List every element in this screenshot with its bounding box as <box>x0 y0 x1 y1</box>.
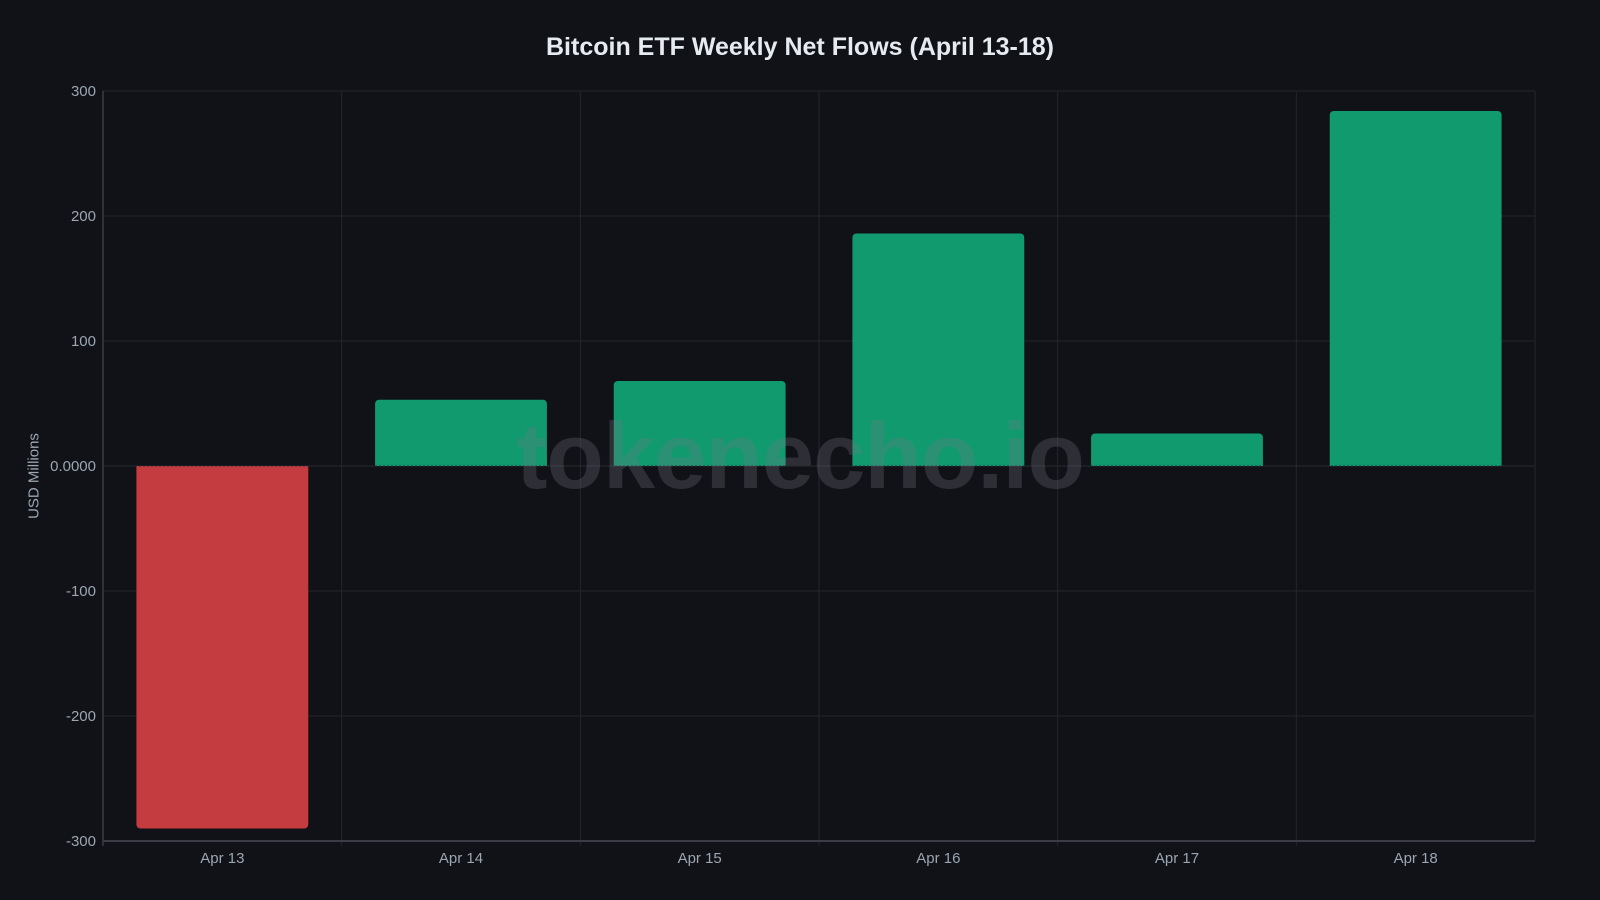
gridlines <box>103 90 1536 846</box>
chart-title: Bitcoin ETF Weekly Net Flows (April 13-1… <box>546 33 1054 61</box>
y-tick-label: -100 <box>66 583 96 600</box>
y-tick-label: 100 <box>71 333 96 350</box>
bar-apr-13[interactable] <box>136 466 309 829</box>
y-tick-label: 0.0000 <box>50 458 96 475</box>
x-axis-ticks: Apr 13 Apr 14 Apr 15 Apr 16 Apr 17 Apr 18 <box>200 850 1438 867</box>
bar-apr-14[interactable] <box>375 399 547 466</box>
y-tick-label: 300 <box>71 83 96 100</box>
bar-apr-16[interactable] <box>852 233 1025 467</box>
bars <box>136 111 1502 829</box>
x-tick-label: Apr 17 <box>1155 850 1199 867</box>
axes <box>102 91 1535 846</box>
y-tick-label: 200 <box>71 208 96 225</box>
x-tick-label: Apr 14 <box>439 850 483 867</box>
x-tick-label: Apr 13 <box>200 850 244 867</box>
bar-apr-18[interactable] <box>1329 111 1502 466</box>
y-tick-label: -300 <box>66 833 96 850</box>
x-tick-label: Apr 15 <box>678 850 722 867</box>
x-tick-label: Apr 18 <box>1394 850 1438 867</box>
x-tick-label: Apr 16 <box>916 850 960 867</box>
bar-apr-17[interactable] <box>1091 433 1263 467</box>
y-axis-ticks: 300 200 100 0.0000 -100 -200 -300 <box>50 83 96 850</box>
y-tick-label: -200 <box>66 708 96 725</box>
bar-apr-15[interactable] <box>613 381 786 466</box>
